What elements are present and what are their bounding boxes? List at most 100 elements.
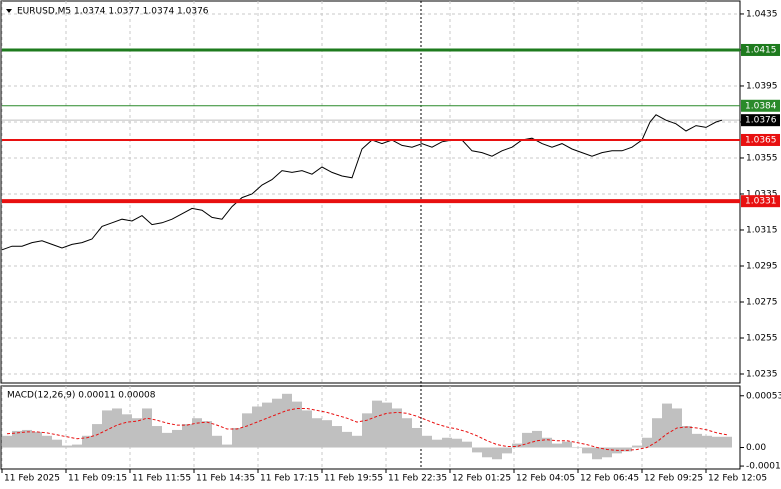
histogram-bar [12, 430, 22, 448]
histogram-bar [472, 447, 482, 453]
histogram-bar [632, 445, 642, 448]
histogram-bar [432, 439, 442, 448]
histogram-bar [322, 420, 332, 448]
price-line [1, 114, 723, 251]
histogram-bar [32, 431, 42, 448]
level-label: 1.0384 [745, 101, 777, 111]
y-tick-label: 0.00053 [746, 391, 781, 401]
histogram-bar [2, 435, 12, 448]
histogram-bar [92, 424, 102, 448]
histogram-bar [122, 414, 132, 448]
histogram-bar [262, 402, 272, 448]
x-tick-label: 11 Feb 09:15 [68, 474, 127, 484]
menu-arrow [6, 9, 12, 13]
macd-title: MACD(12,26,9) 0.00011 0.00008 [7, 391, 156, 401]
histogram-bar [212, 435, 222, 448]
x-tick-label: 12 Feb 09:25 [644, 474, 703, 484]
histogram-bar [82, 435, 92, 448]
histogram-bar [302, 410, 312, 448]
histogram-bar [482, 447, 492, 458]
histogram-bar [532, 430, 542, 448]
histogram-bar [62, 445, 72, 448]
x-tick-label: 12 Feb 06:45 [580, 474, 639, 484]
histogram-bar [402, 418, 412, 448]
histogram-bar [562, 441, 572, 448]
x-tick-label: 12 Feb 04:05 [516, 474, 575, 484]
histogram-bar [372, 400, 382, 448]
level-label-bg [741, 43, 780, 56]
x-tick-label: 12 Feb 01:25 [452, 474, 511, 484]
histogram-bar [222, 444, 232, 448]
histogram-bar [582, 447, 592, 454]
histogram-bar [132, 418, 142, 448]
level-label-bg [741, 195, 780, 208]
histogram-bar [692, 433, 702, 448]
histogram-bar [722, 436, 732, 448]
x-tick-label: 11 Feb 22:35 [388, 474, 447, 484]
y-tick-label: 1.0395 [746, 81, 778, 91]
x-tick-label: 11 Feb 17:15 [260, 474, 319, 484]
y-tick-label: -0.00019 [746, 462, 781, 472]
histogram-bar [312, 418, 322, 448]
histogram-bar [252, 406, 262, 448]
y-tick-label: 1.0335 [746, 189, 778, 199]
x-tick-label: 11 Feb 19:55 [324, 474, 383, 484]
y-tick-label: 1.0255 [746, 333, 778, 343]
histogram-bar [542, 437, 552, 448]
main-pane [0, 0, 741, 384]
histogram-bar [242, 413, 252, 448]
x-tick-label: 11 Feb 14:35 [196, 474, 255, 484]
histogram-bar [352, 435, 362, 448]
histogram-bar [682, 426, 692, 448]
chart-title: EURUSD,M5 1.0374 1.0377 1.0374 1.0376 [17, 7, 209, 17]
histogram-bar [192, 418, 202, 448]
y-tick-label: 1.0235 [746, 369, 778, 379]
histogram-bar [642, 437, 652, 448]
histogram-bar [172, 429, 182, 448]
histogram-bar [392, 408, 402, 448]
x-tick-label: 11 Feb 11:55 [132, 474, 191, 484]
histogram-bar [72, 444, 82, 448]
histogram-bar [512, 443, 522, 448]
x-tick-label: 12 Feb 12:05 [708, 474, 767, 484]
histogram-bar [42, 435, 52, 448]
histogram-bar [462, 441, 472, 448]
histogram-bar [712, 436, 722, 448]
histogram-bar [232, 427, 242, 448]
histogram-bar [702, 435, 712, 448]
histogram-bar [592, 447, 602, 460]
level-label: 1.0415 [745, 45, 777, 55]
histogram-bar [22, 429, 32, 448]
y-tick-label: 1.0435 [746, 9, 778, 19]
histogram-bar [142, 408, 152, 448]
histogram-bar [442, 437, 452, 448]
histogram-bar [282, 393, 292, 448]
histogram-bar [152, 426, 162, 448]
macd-pane [0, 385, 741, 470]
histogram-bar [102, 410, 112, 448]
histogram-bar [182, 424, 192, 448]
x-tick-label: 11 Feb 2025 [4, 474, 60, 484]
histogram-bar [342, 431, 352, 448]
y-tick-label: 1.0315 [746, 225, 778, 235]
signal-line [6, 408, 728, 451]
histogram-bar [272, 398, 282, 448]
level-label-bg [741, 114, 780, 127]
histogram-bar [572, 447, 582, 449]
level-label: 1.0365 [745, 135, 777, 145]
level-label-bg [741, 99, 780, 112]
histogram-bar [412, 427, 422, 448]
histogram-bar [452, 438, 462, 448]
histogram-bar [502, 447, 512, 454]
histogram-bar [112, 408, 122, 448]
histogram-bar [602, 447, 612, 458]
histogram-bar [382, 402, 392, 448]
y-tick-label: 1.0355 [746, 153, 778, 163]
level-label: 1.0331 [745, 197, 777, 207]
y-tick-label: 1.0295 [746, 261, 778, 271]
histogram-bar [332, 426, 342, 448]
y-tick-label: 0.00 [746, 443, 766, 453]
histogram-bar [292, 401, 302, 448]
histogram-bar [522, 432, 532, 448]
